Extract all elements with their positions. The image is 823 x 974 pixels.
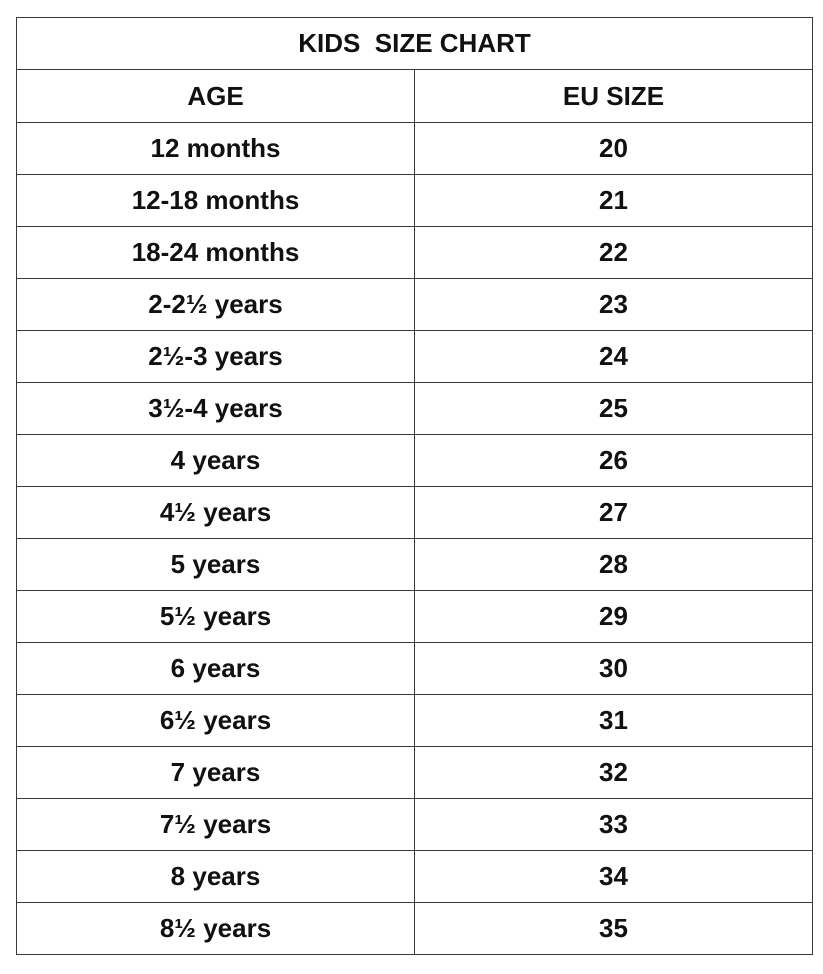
- table-row: 8 years 34: [16, 850, 813, 903]
- size-cell: 35: [414, 902, 813, 955]
- table-row: 6½ years 31: [16, 694, 813, 747]
- table-row: 6 years 30: [16, 642, 813, 695]
- age-cell: 12 months: [16, 122, 415, 175]
- size-cell: 22: [414, 226, 813, 279]
- age-cell: 6½ years: [16, 694, 415, 747]
- table-body: 12 months 20 12-18 months 21 18-24 months 22 2…: [16, 122, 813, 955]
- age-cell: 7 years: [16, 746, 415, 799]
- age-cell: 5 years: [16, 538, 415, 591]
- table-row: 3½-4 years 25: [16, 382, 813, 435]
- age-cell: 3½-4 years: [16, 382, 415, 435]
- table-title: KIDS SIZE CHART: [16, 17, 813, 70]
- table-row: 7 years 32: [16, 746, 813, 799]
- table-row: 18-24 months 22: [16, 226, 813, 279]
- age-cell: 5½ years: [16, 590, 415, 643]
- size-cell: 31: [414, 694, 813, 747]
- age-cell: 7½ years: [16, 798, 415, 851]
- age-cell: 8½ years: [16, 902, 415, 955]
- age-cell: 18-24 months: [16, 226, 415, 279]
- size-cell: 24: [414, 330, 813, 383]
- table-row: 12-18 months 21: [16, 174, 813, 227]
- title-row: KIDS SIZE CHART: [16, 17, 813, 70]
- table-row: 2-2½ years 23: [16, 278, 813, 331]
- age-cell: 2½-3 years: [16, 330, 415, 383]
- age-cell: 4 years: [16, 434, 415, 487]
- table-row: 4 years 26: [16, 434, 813, 487]
- age-cell: 2-2½ years: [16, 278, 415, 331]
- size-cell: 34: [414, 850, 813, 903]
- size-cell: 20: [414, 122, 813, 175]
- age-cell: 6 years: [16, 642, 415, 695]
- size-cell: 25: [414, 382, 813, 435]
- table-head: KIDS SIZE CHART AGE EU SIZE: [16, 17, 813, 123]
- table-row: 2½-3 years 24: [16, 330, 813, 383]
- size-cell: 32: [414, 746, 813, 799]
- age-cell: 12-18 months: [16, 174, 415, 227]
- table-row: 7½ years 33: [16, 798, 813, 851]
- table-row: 5 years 28: [16, 538, 813, 591]
- header-row: AGE EU SIZE: [16, 69, 813, 123]
- age-cell: 8 years: [16, 850, 415, 903]
- size-cell: 30: [414, 642, 813, 695]
- table-row: 4½ years 27: [16, 486, 813, 539]
- size-cell: 29: [414, 590, 813, 643]
- size-cell: 28: [414, 538, 813, 591]
- size-table: KIDS SIZE CHART AGE EU SIZE 12 months 20 1…: [16, 17, 813, 955]
- table-row: 8½ years 35: [16, 902, 813, 955]
- column-header: EU SIZE: [414, 69, 813, 123]
- size-cell: 26: [414, 434, 813, 487]
- size-cell: 33: [414, 798, 813, 851]
- size-cell: 21: [414, 174, 813, 227]
- size-cell: 23: [414, 278, 813, 331]
- size-cell: 27: [414, 486, 813, 539]
- table-row: 5½ years 29: [16, 590, 813, 643]
- table-row: 12 months 20: [16, 122, 813, 175]
- column-header: AGE: [16, 69, 415, 123]
- age-cell: 4½ years: [16, 486, 415, 539]
